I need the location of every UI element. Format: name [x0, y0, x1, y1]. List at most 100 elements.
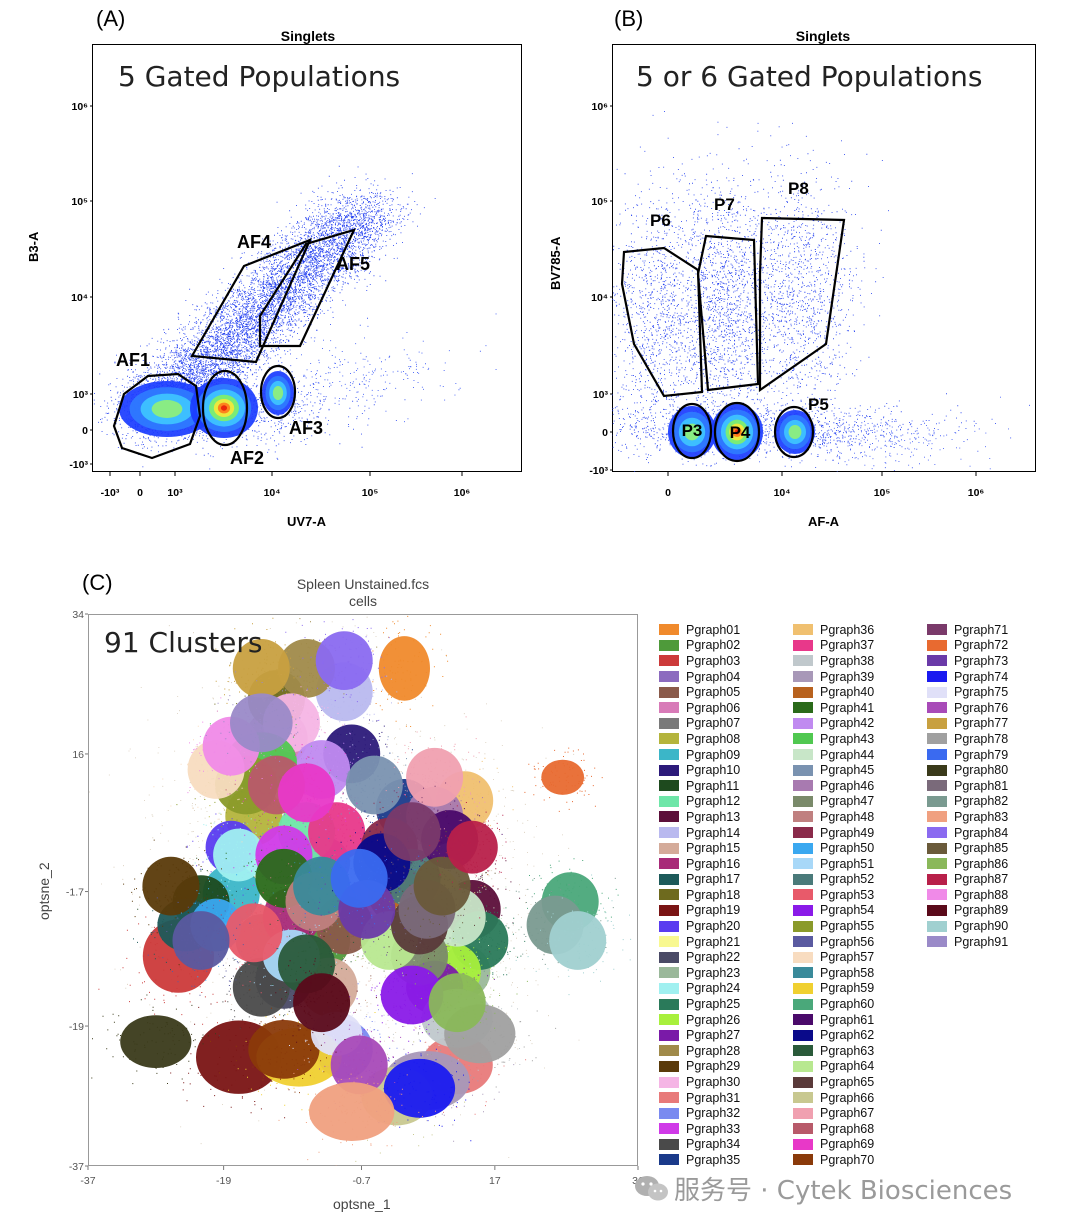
panel-a-gate-label-af2: AF2 — [230, 448, 264, 468]
legend-label: Pgraph48 — [820, 809, 875, 824]
panel-a-xtick-label-4: 10⁵ — [362, 487, 379, 499]
panel-a-ytick-label-2: 10⁴ — [71, 292, 88, 304]
legend-item-Pgraph52: Pgraph52 — [793, 872, 874, 888]
panel-b-gate-label-p4: P4 — [730, 423, 751, 442]
panel-c-cluster-Pgraph87 — [429, 802, 507, 919]
legend-label: Pgraph16 — [686, 856, 741, 871]
panel-a-ytick-label-4: 0 — [82, 425, 88, 437]
panel-c-ytick-label-4: -37 — [69, 1161, 84, 1173]
panel-c-cluster-core-83 — [309, 1082, 395, 1141]
panel-b-plot — [612, 44, 1036, 472]
panel-c-cluster-core-85 — [413, 856, 471, 916]
legend-item-Pgraph20: Pgraph20 — [659, 918, 740, 934]
panel-a-ylabel: B3-A — [26, 231, 41, 262]
legend-item-Pgraph22: Pgraph22 — [659, 949, 740, 965]
legend-swatch — [659, 795, 679, 807]
legend-swatch — [793, 1014, 813, 1026]
panel-b-gate-label-p7: P7 — [714, 195, 735, 214]
legend-item-Pgraph88: Pgraph88 — [927, 887, 1008, 903]
legend-label: Pgraph63 — [820, 1043, 875, 1058]
legend-swatch — [927, 639, 947, 651]
legend-swatch — [659, 780, 679, 792]
panel-a-band-3 — [116, 338, 256, 427]
legend-item-Pgraph43: Pgraph43 — [793, 731, 874, 747]
watermark: 服务号 · Cytek Biosciences — [634, 1170, 1012, 1207]
panel-c-title-line2: cells — [348, 593, 377, 609]
panel-a-gate-af1 — [112, 372, 202, 460]
legend-label: Pgraph33 — [686, 1121, 741, 1136]
legend-item-Pgraph08: Pgraph08 — [659, 731, 740, 747]
panel-c-cluster-core-71 — [383, 802, 441, 862]
legend-column-1: Pgraph01 Pgraph02 Pgraph03 Pgraph04 Pgraph05… — [659, 622, 740, 1168]
legend-swatch — [793, 764, 813, 776]
panel-c-cluster-core-69 — [278, 763, 335, 823]
panel-c-xtick-label-0: -37 — [80, 1175, 95, 1187]
legend-item-Pgraph60: Pgraph60 — [793, 996, 874, 1012]
panel-b-gate-p7 — [696, 234, 760, 392]
legend-item-Pgraph81: Pgraph81 — [927, 778, 1008, 794]
legend-label: Pgraph17 — [686, 872, 741, 887]
legend-swatch — [659, 827, 679, 839]
panel-b-gate-label-p6: P6 — [650, 211, 671, 230]
panel-c-cluster-core-67 — [406, 747, 464, 807]
legend-item-Pgraph76: Pgraph76 — [927, 700, 1008, 716]
legend-swatch — [659, 1045, 679, 1057]
panel-a-band-14-points — [263, 205, 387, 319]
legend-label: Pgraph56 — [820, 934, 875, 949]
panel-c-cluster-Pgraph54 — [349, 944, 464, 1054]
legend-item-Pgraph24: Pgraph24 — [659, 981, 740, 997]
panel-a-density-af1 — [119, 381, 215, 437]
legend-swatch — [793, 904, 813, 916]
legend-label: Pgraph60 — [820, 997, 875, 1012]
legend-swatch — [927, 655, 947, 667]
panel-c-cluster-Pgraph67 — [384, 716, 486, 848]
legend-label: Pgraph34 — [686, 1137, 741, 1152]
panel-a-xtick-label-5: 10⁶ — [454, 487, 471, 499]
legend-item-Pgraph31: Pgraph31 — [659, 1090, 740, 1106]
legend-label: Pgraph40 — [820, 685, 875, 700]
panel-c-cluster-points-29 — [123, 839, 222, 966]
legend-label: Pgraph55 — [820, 919, 875, 934]
legend-item-Pgraph36: Pgraph36 — [793, 622, 874, 638]
legend-label: Pgraph62 — [820, 1028, 875, 1043]
legend-column-3: Pgraph71 Pgraph72 Pgraph73 Pgraph74 Pgraph75… — [927, 622, 1008, 949]
legend-item-Pgraph14: Pgraph14 — [659, 825, 740, 841]
panel-c-cluster-Pgraph74 — [347, 1040, 472, 1142]
legend-label: Pgraph82 — [954, 794, 1009, 809]
legend-swatch — [659, 1029, 679, 1041]
panel-b-density-plot: P3 P4 P5 P6 P7 P8 — [612, 111, 1030, 472]
panel-c-cluster-Pgraph84 — [285, 619, 390, 721]
panel-a-xtick-label-1: 0 — [137, 487, 143, 499]
legend-item-Pgraph10: Pgraph10 — [659, 762, 740, 778]
legend-swatch — [927, 749, 947, 761]
legend-item-Pgraph86: Pgraph86 — [927, 856, 1008, 872]
legend-label: Pgraph23 — [686, 965, 741, 980]
panel-b-xtick-label-0: 0 — [665, 487, 671, 499]
legend-label: Pgraph01 — [686, 622, 741, 637]
legend-label: Pgraph70 — [820, 1152, 875, 1167]
panel-a-gate-label-af4: AF4 — [237, 232, 271, 252]
panel-c-title-line1: Spleen Unstained.fcs — [296, 576, 430, 592]
legend-swatch — [659, 951, 679, 963]
legend-swatch — [659, 873, 679, 885]
legend-label: Pgraph79 — [954, 747, 1009, 762]
panel-a-ytick-label-3: 10³ — [73, 389, 89, 401]
panel-c-cluster-Pgraph85 — [390, 831, 496, 965]
legend-item-Pgraph87: Pgraph87 — [927, 872, 1008, 888]
legend-label: Pgraph42 — [820, 716, 875, 731]
legend-label: Pgraph19 — [686, 903, 741, 918]
legend-swatch — [927, 733, 947, 745]
watermark-text: 服务号 · Cytek Biosciences — [674, 1176, 1013, 1206]
legend-label: Pgraph66 — [820, 1090, 875, 1105]
legend-item-Pgraph07: Pgraph07 — [659, 716, 740, 732]
legend-item-Pgraph45: Pgraph45 — [793, 762, 874, 778]
panel-b-density-p3 — [668, 406, 716, 458]
panel-a-xtick-label-0: -10³ — [101, 487, 120, 499]
legend-swatch — [659, 920, 679, 932]
panel-b-ytick-label-3: 10³ — [593, 389, 609, 401]
legend-label: Pgraph15 — [686, 841, 741, 856]
legend-swatch — [793, 920, 813, 932]
panel-a-density-plot: AF1 AF2 AF3 AF4 AF5 — [93, 165, 497, 470]
legend-label: Pgraph47 — [820, 794, 875, 809]
legend-swatch — [793, 1154, 813, 1166]
